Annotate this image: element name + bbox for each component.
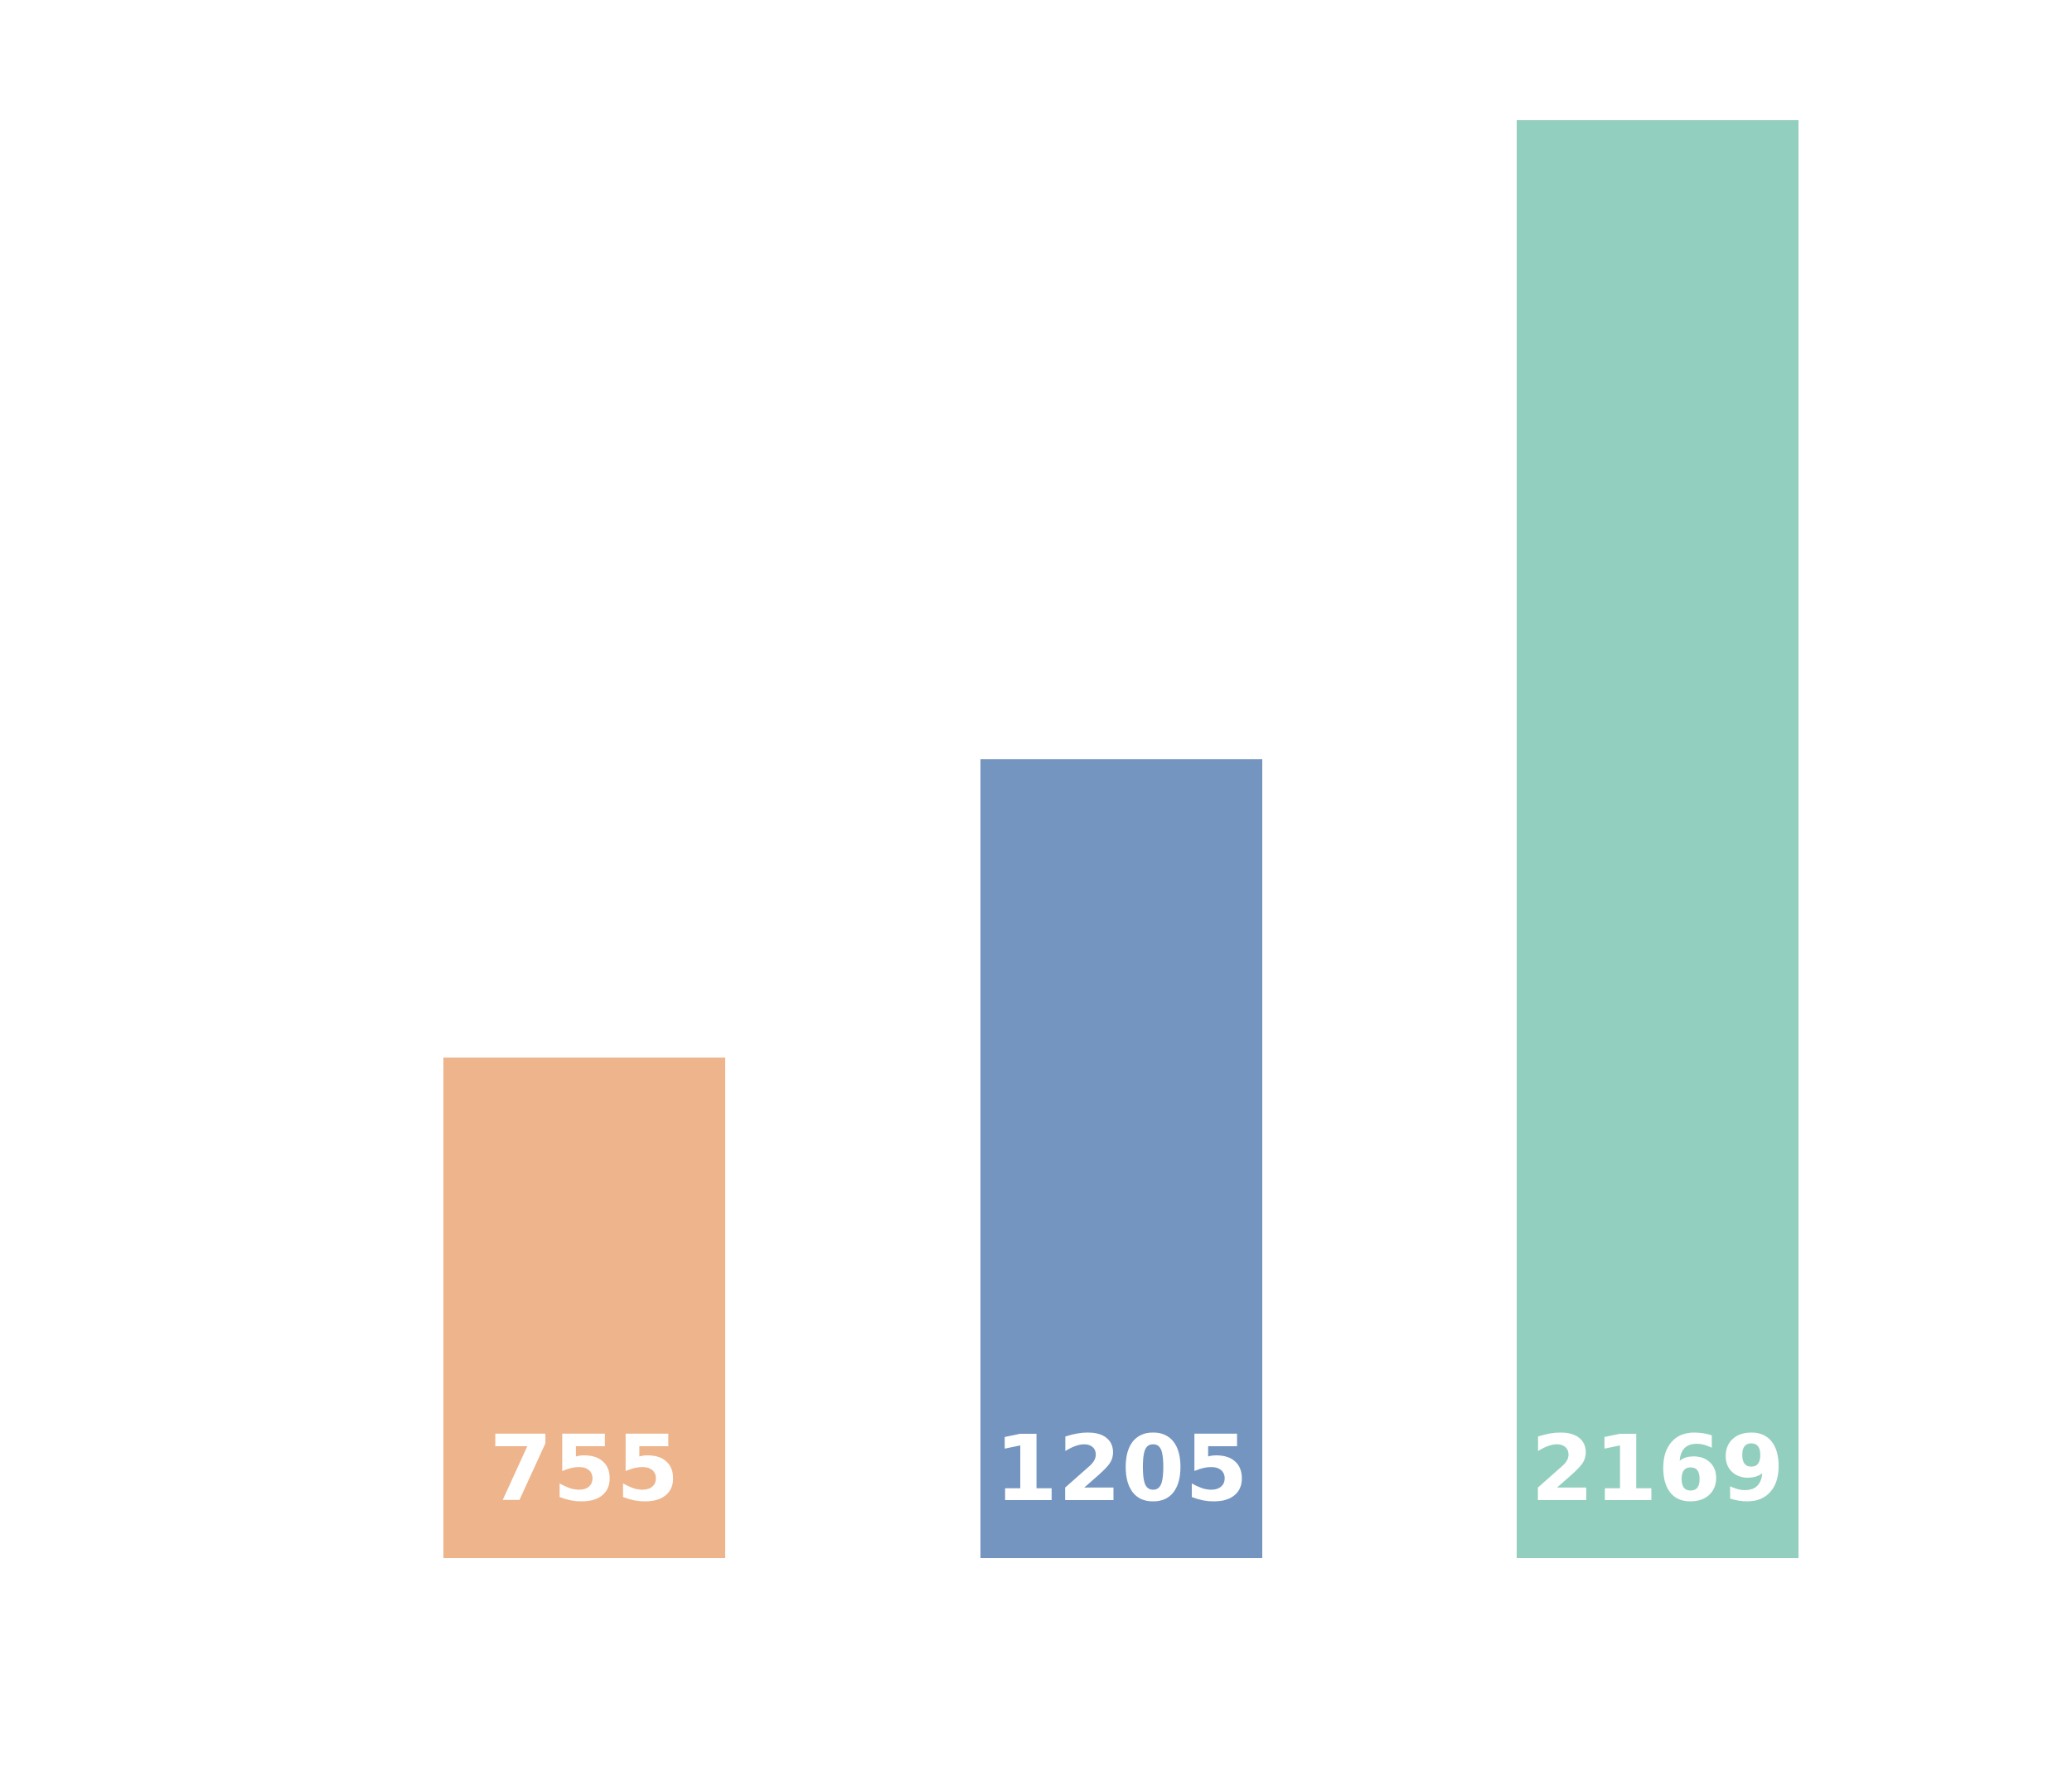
- bar-value-label-1: 1205: [995, 1416, 1248, 1522]
- bar-2: [1517, 120, 1798, 1558]
- bar-value-label-2: 2169: [1531, 1416, 1784, 1522]
- bars-layer: [443, 120, 1798, 1558]
- bar-1: [980, 759, 1262, 1558]
- bar-0: [443, 1058, 725, 1558]
- bar-value-label-0: 755: [489, 1416, 680, 1522]
- data-labels-layer: 755 1205 2169: [489, 1416, 1784, 1522]
